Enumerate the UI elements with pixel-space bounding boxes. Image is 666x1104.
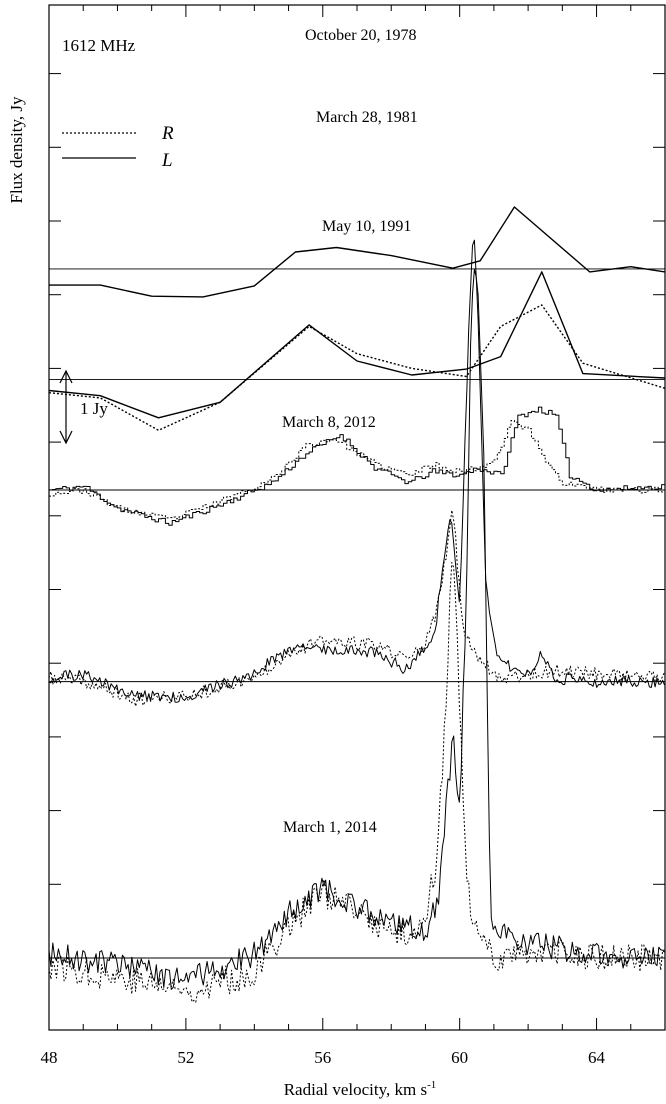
x-tick-label: 60 [451, 1048, 468, 1067]
scale-bar-label: 1 Jy [80, 399, 108, 418]
series-line-l [48, 268, 665, 990]
scale-bar-arrow-top [59, 369, 73, 384]
epoch-label: March 8, 2012 [282, 414, 376, 431]
x-axis-label-text: Radial velocity, km s [284, 1080, 427, 1099]
x-tick-label: 56 [314, 1048, 331, 1067]
x-axis-label: Radial velocity, km s-1 [284, 1079, 437, 1099]
x-tick-label: 48 [41, 1048, 58, 1067]
frequency-label: 1612 MHz [62, 36, 136, 55]
y-axis-label: Flux density, Jy [7, 96, 26, 204]
legend: R L [62, 123, 174, 171]
scale-bar: 1 Jy [59, 369, 108, 445]
series-lines [48, 206, 666, 1003]
plot-frame [48, 4, 666, 1031]
series-line-r [48, 304, 666, 431]
series-line-l [49, 206, 666, 298]
scale-bar-arrow-bottom [59, 430, 73, 445]
baselines [49, 268, 665, 959]
series-line-l [49, 406, 666, 526]
x-tick-label: 52 [177, 1048, 194, 1067]
epoch-label: March 1, 2014 [283, 819, 377, 836]
series-line-r [49, 420, 666, 520]
epoch-label: May 10, 1991 [322, 218, 411, 235]
legend-label-r: R [161, 123, 174, 144]
x-tick-label: 64 [588, 1048, 606, 1067]
text-labels: 48 52 56 60 64 October 20, 1978 March 28, 1981… [41, 27, 606, 1067]
legend-label-l: L [161, 150, 173, 171]
x-axis-label-exponent: -1 [427, 1079, 436, 1091]
series-line-r [48, 509, 665, 707]
epoch-label: March 28, 1981 [316, 109, 418, 126]
axis-ticks [48, 5, 666, 1030]
series-line-l [48, 239, 665, 703]
epoch-label: October 20, 1978 [305, 27, 417, 44]
series-line-l [48, 271, 666, 419]
axes-frame [48, 4, 666, 1031]
series-line-r [48, 562, 665, 1003]
